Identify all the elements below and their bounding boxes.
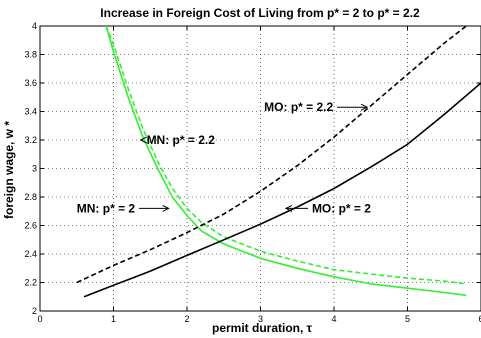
- x-tick-label: 2: [184, 314, 189, 324]
- y-tick-label: 2: [32, 306, 37, 316]
- series-lines: [76, 25, 481, 298]
- annotation-label: MN: p* = 2: [77, 201, 136, 215]
- chart-title: Increase in Foreign Cost of Living from …: [100, 6, 420, 20]
- annotation-arrowhead: [139, 136, 147, 144]
- x-axis-label: permit duration, τ: [212, 321, 313, 335]
- x-tick-label: 5: [405, 314, 410, 324]
- y-tick-label: 3.8: [24, 50, 37, 60]
- annotation-arrowhead: [162, 204, 170, 212]
- y-tick-label: 3.6: [24, 78, 37, 88]
- annotation-label: MO: p* = 2: [312, 201, 371, 215]
- y-tick-label: 4: [32, 21, 37, 31]
- y-axis-label: foreign wage, w *: [2, 121, 16, 219]
- annotation-label: MN: p* = 2.2: [147, 133, 216, 147]
- y-tick-label: 3: [32, 164, 37, 174]
- grid: [40, 26, 481, 311]
- x-tick-label: 4: [331, 314, 336, 324]
- series-line: [105, 25, 467, 297]
- series-line: [76, 25, 467, 284]
- y-tick-label: 2.8: [24, 192, 37, 202]
- annotation-arrowhead: [284, 204, 293, 212]
- annotations: MO: p* = 2.2 MN: p* = 2.2 MN: p* = 2 MO: p*…: [77, 100, 372, 215]
- y-tick-label: 3.2: [24, 135, 37, 145]
- y-tick-label: 3.4: [24, 107, 37, 117]
- annotation-label: MO: p* = 2.2: [264, 100, 333, 114]
- series-line: [105, 25, 467, 285]
- annotation-arrowhead: [360, 103, 369, 111]
- x-tick-label: 0: [37, 314, 42, 324]
- ticks: 0 1 2 3 4 5 6 2 2.2 2.4 2.6 2.8 3 3.2 3.4 3.6 3.8 4: [24, 21, 481, 324]
- y-tick-label: 2.2: [24, 278, 37, 288]
- y-tick-label: 2.4: [24, 249, 37, 259]
- series-line: [83, 82, 481, 298]
- x-tick-label: 6: [478, 314, 481, 324]
- y-tick-label: 2.6: [24, 221, 37, 231]
- x-tick-label: 3: [258, 314, 263, 324]
- x-tick-label: 1: [111, 314, 116, 324]
